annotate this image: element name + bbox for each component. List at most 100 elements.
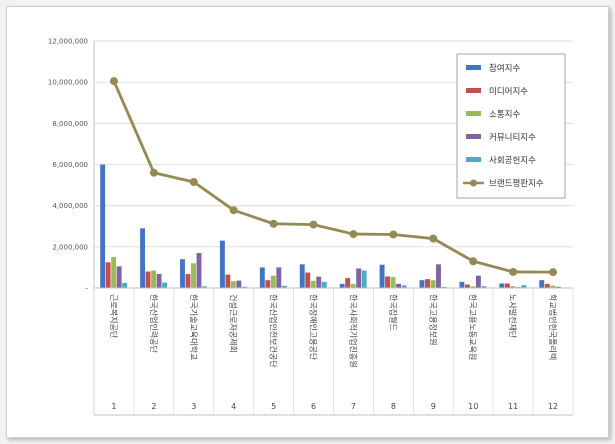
gridlines [94, 40, 573, 289]
category-name: 근로복지공단 [109, 294, 119, 339]
category-number: 11 [508, 402, 518, 411]
category-name: 한국고용정보원 [428, 294, 438, 346]
bar [281, 285, 287, 288]
data-point [109, 77, 118, 86]
data-point [349, 230, 358, 239]
legend-swatch [466, 65, 481, 70]
bar [259, 267, 265, 288]
data-point [429, 234, 438, 243]
bar [276, 267, 282, 288]
bar [356, 268, 362, 288]
bar [111, 257, 117, 288]
legend-box [456, 53, 566, 199]
bar [191, 263, 196, 288]
category-number: 9 [431, 402, 436, 411]
bar [459, 281, 465, 288]
bar [544, 283, 550, 288]
bar [390, 277, 396, 288]
category-number: 6 [311, 402, 316, 411]
bar [122, 282, 128, 288]
brand-index-polyline [112, 80, 554, 274]
bar [470, 286, 476, 288]
bar [504, 283, 510, 288]
category-name: 학교법인한국폴리텍 [548, 294, 558, 360]
bars [100, 164, 561, 288]
bar [100, 164, 106, 288]
bar [385, 276, 391, 288]
bar [379, 264, 385, 288]
category-name: 한국산업안전보건공단 [269, 294, 279, 368]
category-name: 한국장애인고용공단 [309, 294, 319, 361]
data-point [189, 177, 198, 186]
brand-reputation-chart: - 2,000,000 4,000,000 6,000,000 8,000,000 10,… [48, 38, 574, 416]
bar [185, 274, 191, 288]
bar [464, 284, 470, 288]
category-name: 한국사회적기업진흥원 [348, 294, 358, 368]
category-number: 7 [351, 402, 356, 411]
bar [481, 286, 487, 288]
data-point [549, 268, 558, 277]
bar [510, 286, 516, 288]
bar [475, 275, 481, 288]
bar [145, 271, 151, 288]
legend-label: 소통지수 [489, 110, 520, 120]
data-point [229, 206, 238, 215]
data-point [269, 219, 278, 228]
data-point [389, 230, 398, 239]
bar [219, 240, 225, 288]
category-name: 한국잡월드 [388, 294, 398, 331]
category-number: 3 [191, 402, 196, 411]
y-tick-label: 4,000,000 [52, 202, 88, 210]
bar [180, 259, 185, 288]
bar [236, 280, 242, 288]
bar [361, 270, 367, 288]
bar [436, 264, 441, 288]
legend-label: 참여지수 [489, 63, 520, 74]
bar [310, 280, 316, 288]
bar [521, 285, 527, 288]
category-name: 한국산업인력공단 [149, 294, 159, 354]
bar [539, 280, 545, 288]
bar [425, 279, 430, 288]
bar [316, 276, 322, 288]
y-tick-label: 12,000,000 [48, 38, 88, 46]
bar [401, 285, 407, 288]
bar [499, 283, 505, 288]
category-number: 5 [271, 402, 276, 411]
legend-label: 사회공헌지수 [489, 156, 536, 166]
y-axis: - 2,000,000 4,000,000 6,000,000 8,000,000 10,… [48, 38, 89, 293]
legend-swatch [466, 111, 481, 116]
brand-index-line [109, 77, 558, 277]
category-name: 노사발전재단 [508, 294, 518, 339]
category-number: 12 [548, 402, 558, 411]
legend-label: 커뮤니티지수 [489, 132, 536, 143]
y-tick-label: - [85, 285, 88, 293]
bar [441, 286, 447, 288]
bar [116, 266, 122, 288]
bar [241, 286, 247, 288]
y-tick-label: 10,000,000 [48, 79, 88, 87]
bar [140, 228, 146, 288]
legend-label: 미디어지수 [489, 86, 528, 97]
data-point [149, 168, 158, 177]
bar [105, 262, 111, 288]
bar [299, 264, 305, 288]
legend-swatch [466, 157, 481, 162]
bar [345, 278, 351, 288]
category-name: 한국기술교육대학교 [189, 294, 199, 360]
data-point [469, 257, 478, 266]
bar [225, 274, 231, 288]
bar [555, 286, 561, 288]
bar [396, 283, 402, 288]
y-tick-label: 8,000,000 [52, 120, 88, 128]
bar [151, 270, 157, 288]
legend-swatch [466, 134, 481, 139]
legend-swatch [466, 88, 481, 93]
category-name: 건설근로자공제회 [229, 294, 239, 353]
bar [350, 283, 356, 288]
bar [270, 275, 276, 288]
bar [156, 274, 162, 288]
bar [196, 253, 202, 288]
bar [265, 280, 271, 288]
